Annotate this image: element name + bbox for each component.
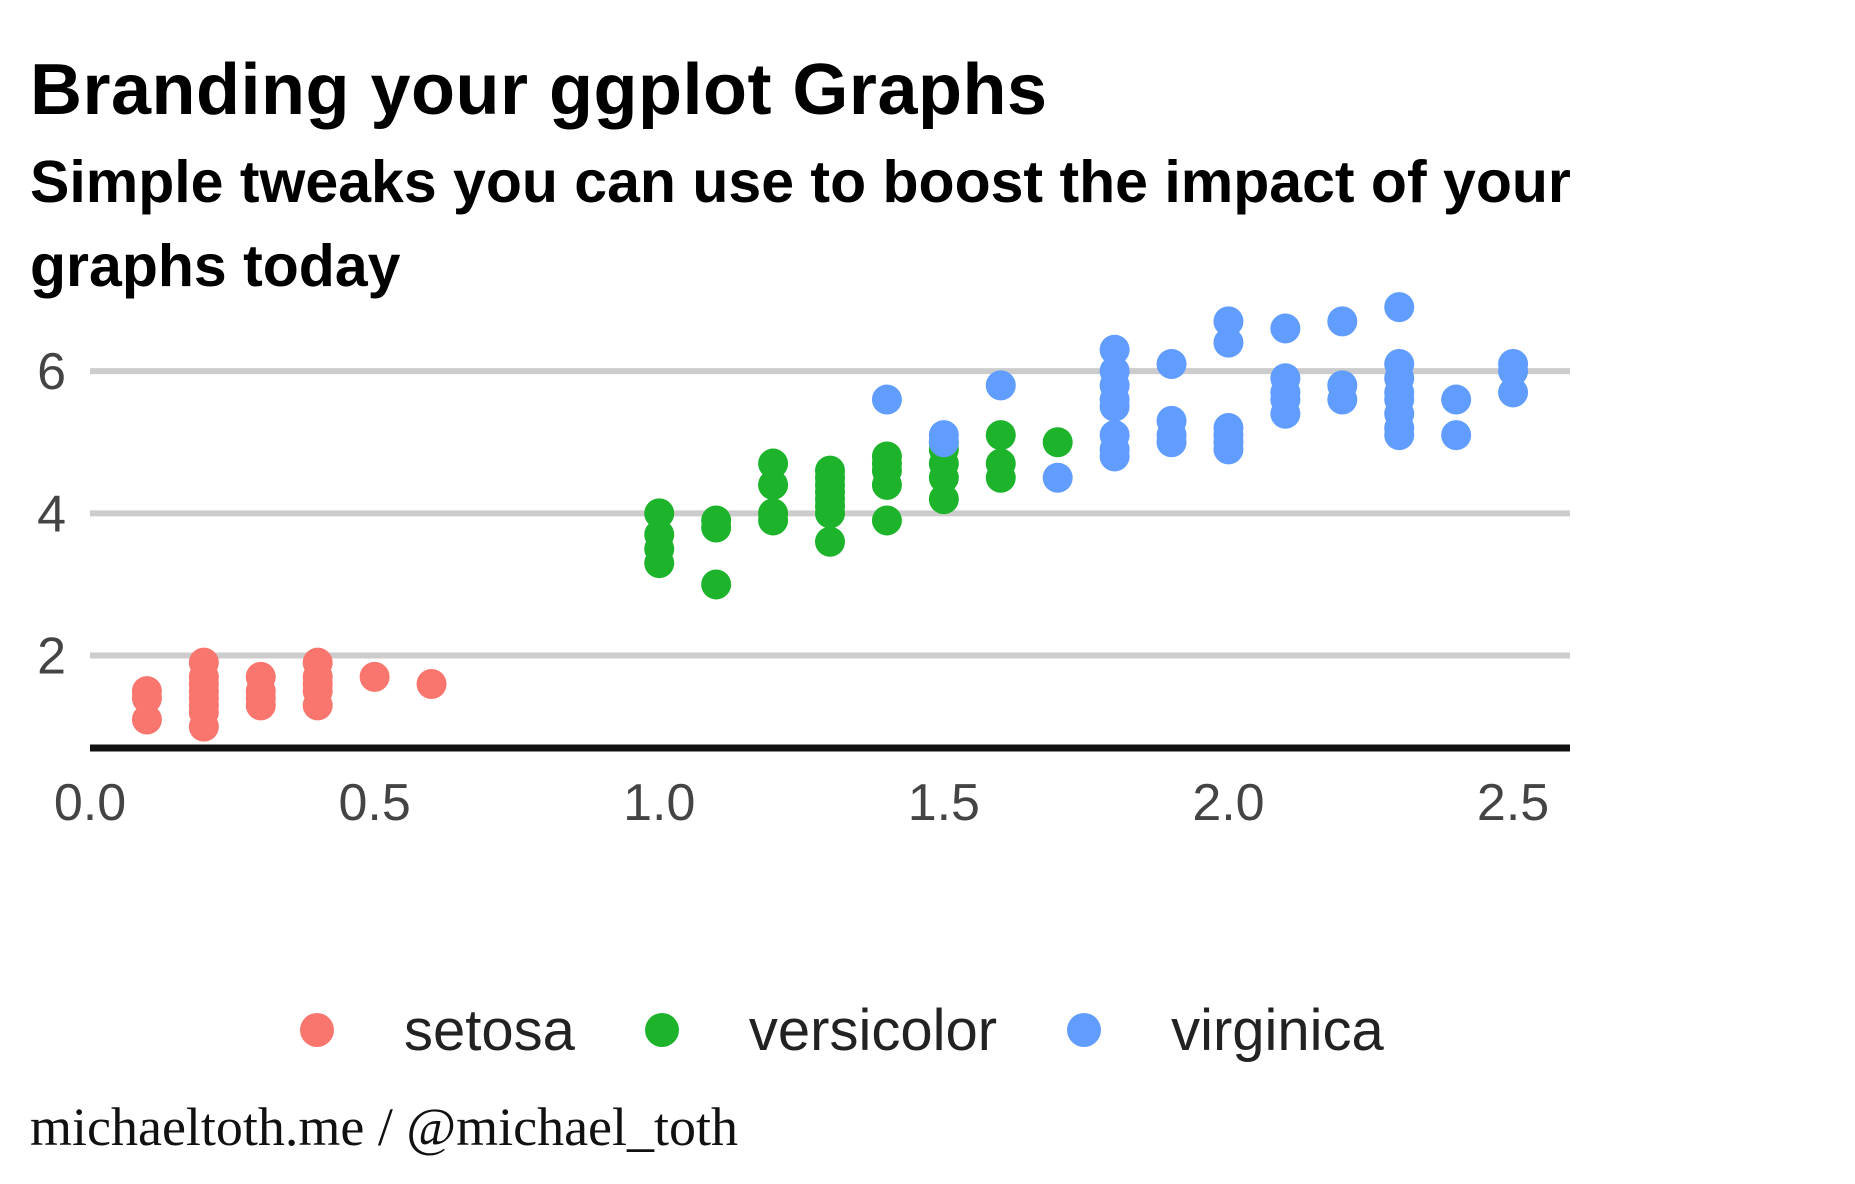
legend-label: virginica xyxy=(1171,997,1384,1063)
x-tick-label: 0.0 xyxy=(54,774,126,832)
data-point-setosa xyxy=(416,669,447,699)
legend: setosa versicolor virginica xyxy=(300,990,1454,1070)
data-point-versicolor xyxy=(758,469,789,500)
data-point-virginica xyxy=(1498,349,1529,379)
data-point-virginica xyxy=(1156,405,1187,436)
data-point-virginica xyxy=(1441,384,1472,415)
data-point-versicolor xyxy=(815,455,845,486)
legend-key-versicolor xyxy=(644,1013,679,1047)
data-point-versicolor xyxy=(985,448,1016,479)
data-point-virginica xyxy=(928,420,959,451)
legend-label: versicolor xyxy=(748,997,998,1063)
y-tick-label: 4 xyxy=(37,485,66,543)
data-point-virginica xyxy=(1099,334,1130,365)
data-point-versicolor xyxy=(701,569,732,600)
data-point-virginica xyxy=(1156,349,1187,379)
data-point-versicolor xyxy=(701,505,732,536)
data-point-virginica xyxy=(1327,306,1358,337)
legend-item-setosa: setosa xyxy=(300,997,575,1064)
data-point-virginica xyxy=(871,384,902,415)
data-point-setosa xyxy=(188,647,219,678)
data-point-virginica xyxy=(1498,377,1529,408)
x-tick-label: 1.0 xyxy=(623,774,695,832)
data-point-virginica xyxy=(1213,413,1244,443)
data-point-setosa xyxy=(131,704,162,735)
data-point-setosa xyxy=(245,661,276,692)
legend-label: setosa xyxy=(404,997,575,1063)
data-point-versicolor xyxy=(1042,427,1073,458)
data-point-virginica xyxy=(1327,370,1358,401)
data-point-virginica xyxy=(1384,292,1415,323)
x-tick-label: 2.0 xyxy=(1192,774,1264,832)
y-tick-label: 6 xyxy=(37,343,66,401)
legend-item-virginica: virginica xyxy=(1067,997,1384,1064)
data-point-versicolor xyxy=(871,505,902,536)
legend-key-virginica xyxy=(1067,1013,1102,1047)
series-versicolor xyxy=(644,420,1073,600)
x-tick-label: 2.5 xyxy=(1477,774,1549,832)
data-point-versicolor xyxy=(871,441,902,472)
data-point-virginica xyxy=(985,370,1016,401)
data-point-versicolor xyxy=(928,484,959,515)
chart-title: Branding your ggplot Graphs xyxy=(30,50,1048,130)
chart-caption: michaeltoth.me / @michael_toth xyxy=(30,1097,739,1157)
data-point-setosa xyxy=(131,676,162,707)
data-point-virginica xyxy=(1270,313,1301,344)
data-point-versicolor xyxy=(815,526,845,557)
legend-item-versicolor: versicolor xyxy=(644,997,998,1064)
x-tick-labels: 0.0 0.5 1.0 1.5 2.0 2.5 xyxy=(54,774,1549,832)
x-tick-label: 0.5 xyxy=(338,774,410,832)
data-point-virginica xyxy=(1270,363,1301,394)
data-point-versicolor xyxy=(644,498,675,529)
data-point-versicolor xyxy=(758,448,789,479)
data-point-virginica xyxy=(1099,420,1130,451)
data-point-virginica xyxy=(1213,306,1244,337)
data-point-setosa xyxy=(302,647,333,678)
series-virginica xyxy=(871,292,1529,493)
legend-key-setosa xyxy=(300,1013,334,1047)
data-point-virginica xyxy=(1099,356,1130,387)
y-tick-labels: 2 4 6 xyxy=(37,343,66,685)
series-setosa xyxy=(131,647,447,742)
data-point-virginica xyxy=(1384,349,1415,379)
data-point-versicolor xyxy=(985,420,1016,451)
data-point-virginica xyxy=(1213,327,1244,358)
chart-subtitle: Simple tweaks you can use to boost the i… xyxy=(30,149,1571,299)
data-point-setosa xyxy=(359,661,390,692)
data-points xyxy=(131,292,1529,742)
data-point-versicolor xyxy=(758,498,789,529)
data-point-virginica xyxy=(1441,420,1472,451)
x-tick-label: 1.5 xyxy=(908,774,980,832)
data-point-versicolor xyxy=(644,519,675,550)
y-tick-label: 2 xyxy=(37,628,66,686)
data-point-virginica xyxy=(1042,462,1073,493)
